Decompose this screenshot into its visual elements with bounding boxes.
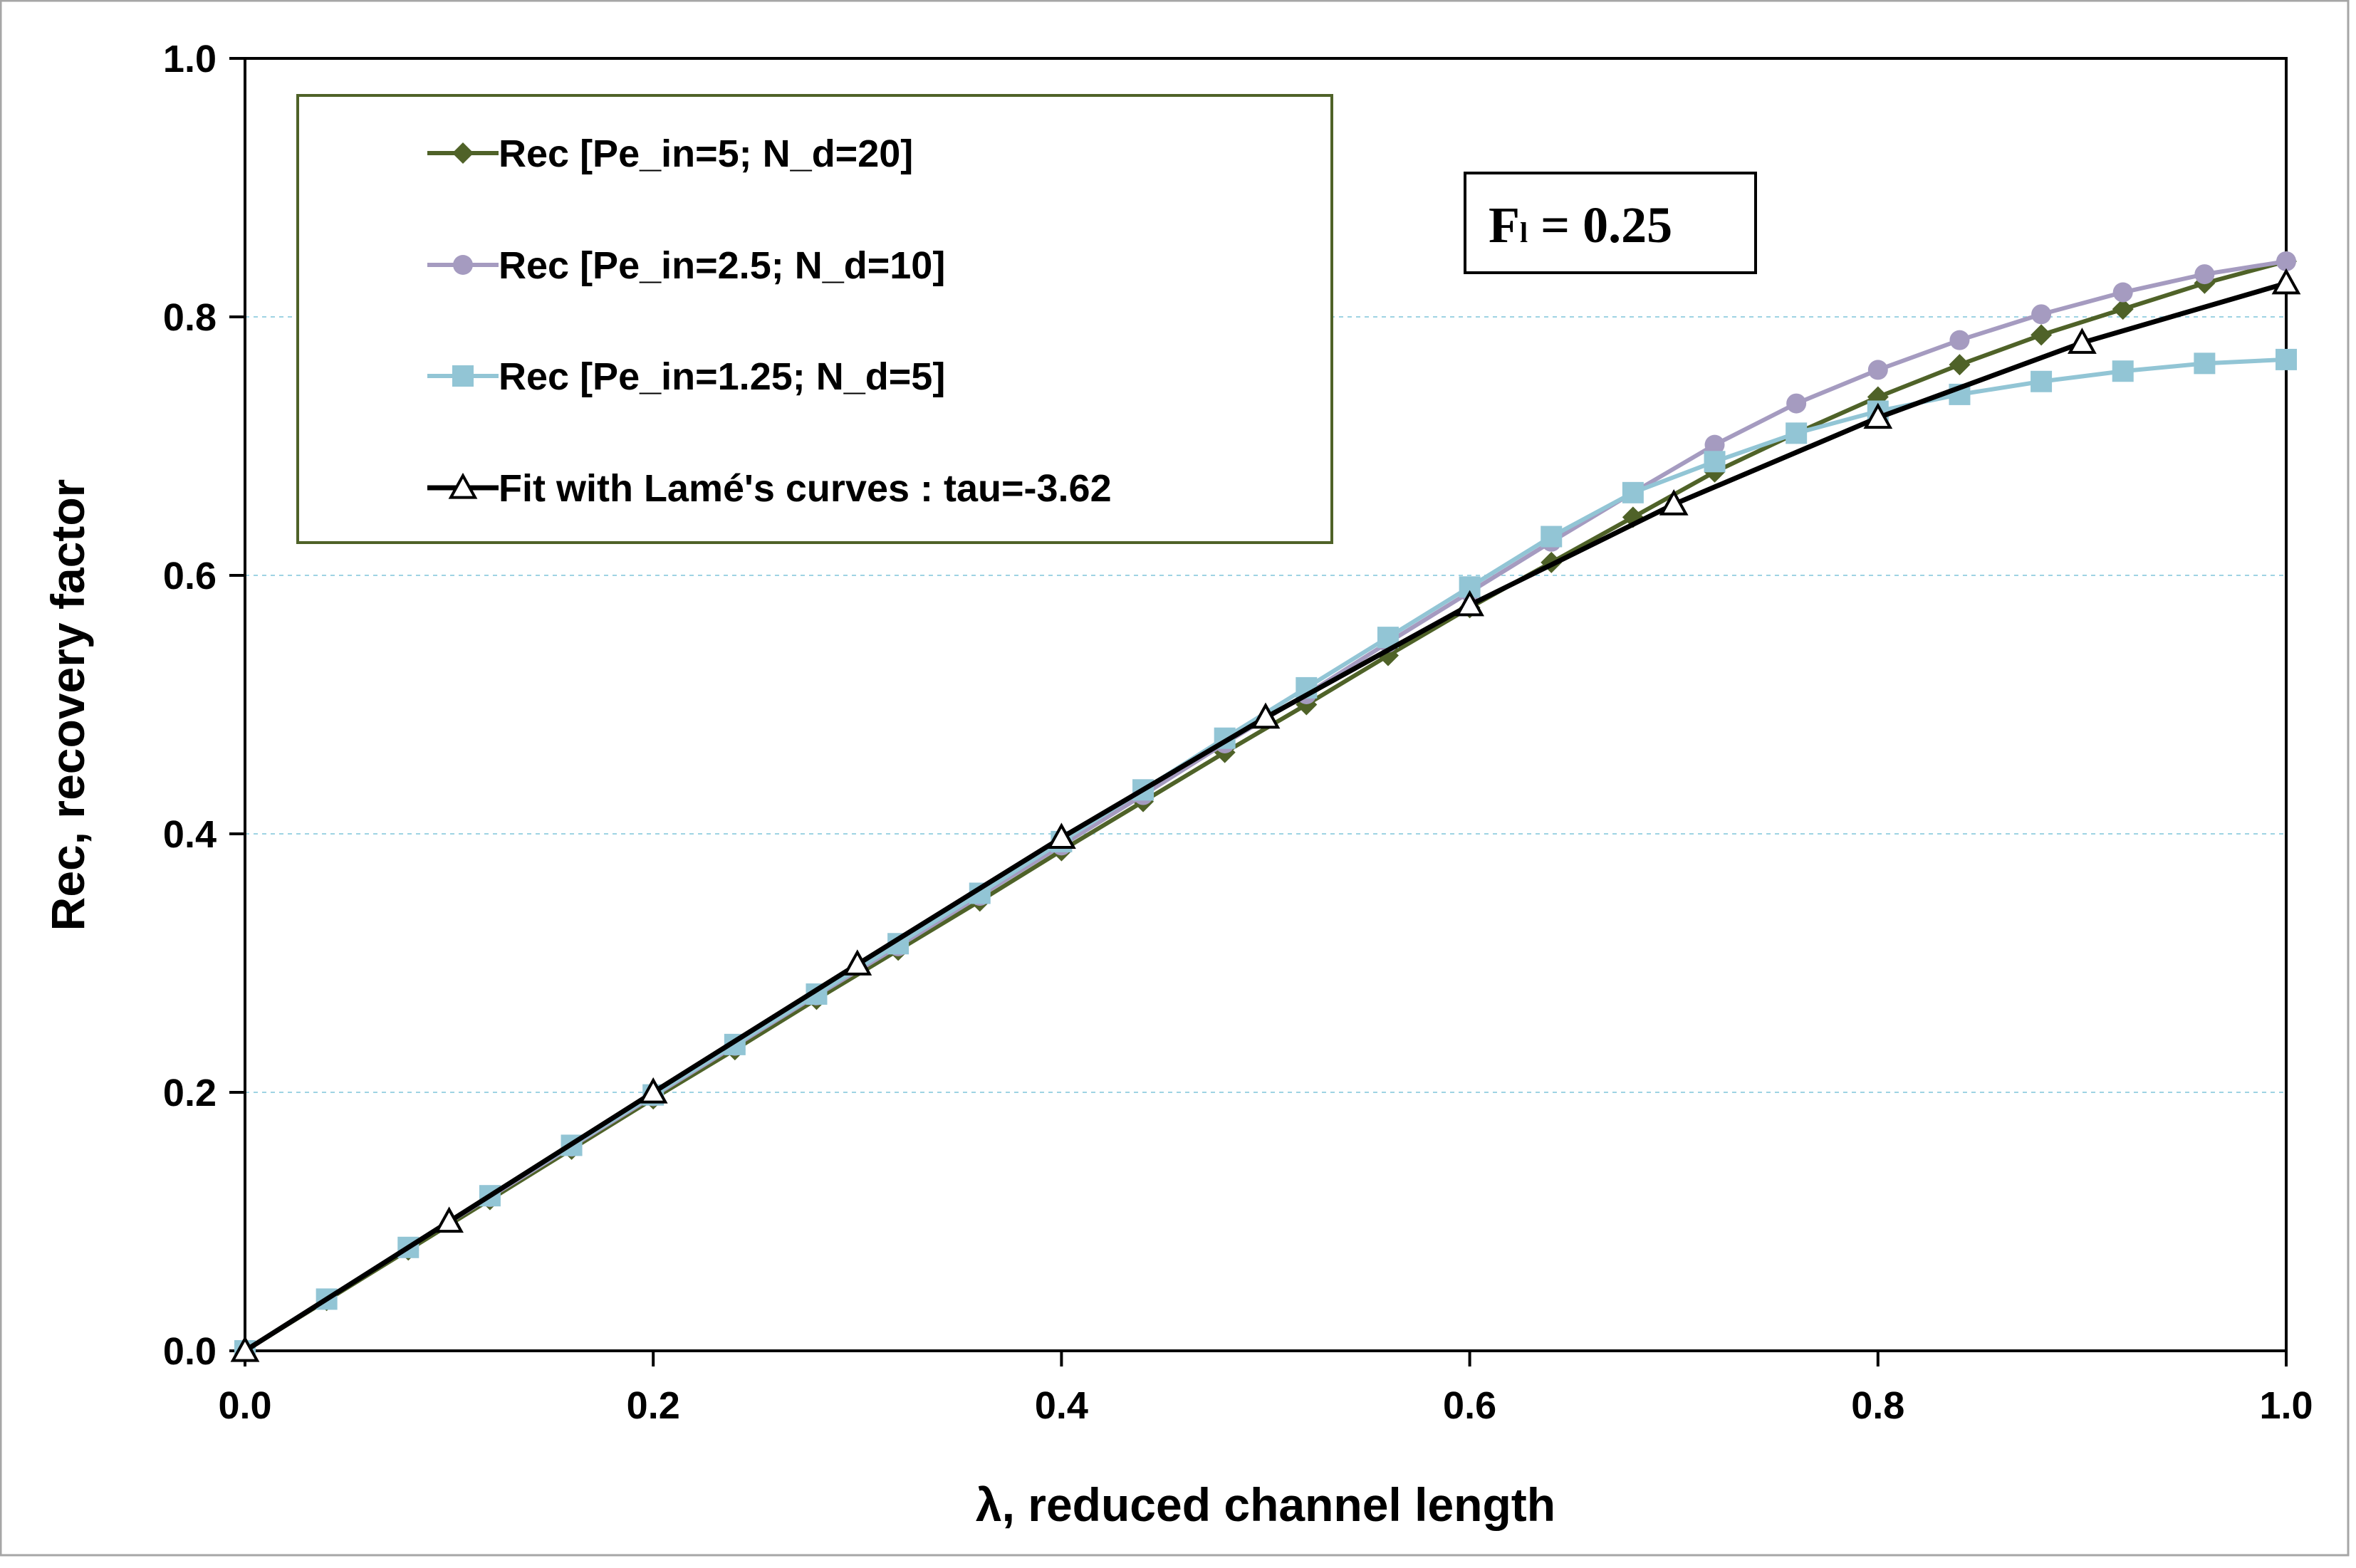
- data-point: [230, 1335, 260, 1362]
- data-point: [1786, 422, 1808, 444]
- legend-marker: [452, 365, 474, 387]
- data-point: [638, 1077, 668, 1104]
- data-point: [1949, 354, 1971, 376]
- annotation-label: Fl = 0.25: [1489, 197, 1672, 254]
- x-axis-title: λ, reduced channel length: [976, 1478, 1555, 1531]
- data-point: [1251, 702, 1281, 729]
- axis-ticks: 0.0 0.2 0.4 0.6 0.8 1.0 0.0 0.2 0.4 0.6 0.8 1.0: [163, 38, 2313, 1427]
- x-tick-label: 0.6: [1443, 1384, 1496, 1427]
- y-tick-label: 0.6: [163, 555, 217, 597]
- legend-label: Fit with Lamé's curves : tau=-3.62: [499, 467, 1112, 510]
- data-point: [1622, 481, 1644, 503]
- annotation-main: F: [1489, 197, 1520, 254]
- data-point: [2194, 352, 2216, 375]
- y-tick-label: 0.8: [163, 296, 217, 339]
- data-point: [1704, 451, 1726, 473]
- data-point: [1949, 330, 1970, 350]
- y-tick-label: 0.0: [163, 1330, 217, 1373]
- legend-item: Rec [Pe_in=5; N_d=20]: [427, 132, 913, 175]
- annotation-value: = 0.25: [1528, 197, 1672, 254]
- data-point: [2112, 298, 2134, 320]
- annotation-box: Fl = 0.25: [1464, 172, 1757, 274]
- legend-item: Fit with Lamé's curves : tau=-3.62: [427, 467, 1112, 510]
- data-point: [2031, 304, 2052, 325]
- legend-label: Rec [Pe_in=5; N_d=20]: [499, 132, 913, 175]
- data-point: [2031, 324, 2053, 346]
- legend: Rec [Pe_in=5; N_d=20] Rec [Pe_in=2.5; N_d…: [296, 94, 1333, 544]
- legend-items: Rec [Pe_in=5; N_d=20] Rec [Pe_in=2.5; N_d…: [427, 132, 1112, 510]
- annotation-frame: [1464, 172, 1757, 274]
- data-point: [1704, 434, 1725, 455]
- data-point: [843, 949, 872, 976]
- data-point: [2112, 360, 2134, 382]
- series-4: [230, 268, 2301, 1362]
- data-point: [2271, 268, 2301, 295]
- legend-label: Rec [Pe_in=1.25; N_d=5]: [499, 355, 945, 398]
- legend-box: [296, 94, 1333, 544]
- y-tick-label: 1.0: [163, 38, 217, 80]
- x-tick-label: 0.4: [1035, 1384, 1088, 1427]
- x-tick-label: 0.2: [627, 1384, 680, 1427]
- y-axis-title: Rec, recovery factor: [41, 479, 94, 931]
- data-point: [2031, 370, 2053, 392]
- legend-label: Rec [Pe_in=2.5; N_d=10]: [499, 244, 945, 287]
- plot-area: [244, 57, 2288, 1352]
- data-point: [1863, 402, 1893, 429]
- annotation-subscript: l: [1520, 216, 1528, 249]
- legend-marker: [453, 255, 473, 275]
- legend-marker: [448, 472, 478, 499]
- data-point: [1455, 590, 1484, 617]
- legend-item: Rec [Pe_in=1.25; N_d=5]: [427, 355, 945, 398]
- x-tick-label: 0.8: [1851, 1384, 1904, 1427]
- x-tick-label: 0.0: [218, 1384, 271, 1427]
- data-point: [2276, 348, 2297, 370]
- series-group: [230, 250, 2301, 1362]
- data-point: [2194, 264, 2215, 285]
- data-point: [434, 1206, 464, 1233]
- data-point: [2112, 282, 2133, 303]
- data-point: [2068, 328, 2097, 354]
- x-tick-label: 1.0: [2259, 1384, 2313, 1427]
- data-point: [1541, 526, 1563, 548]
- y-tick-label: 0.2: [163, 1072, 217, 1114]
- data-point: [1867, 360, 1888, 380]
- legend-item: Rec [Pe_in=2.5; N_d=10]: [427, 244, 945, 287]
- y-tick-label: 0.4: [163, 813, 217, 856]
- data-point: [1659, 489, 1689, 516]
- data-point: [1786, 393, 1807, 414]
- data-point: [2276, 251, 2296, 271]
- data-point: [1047, 822, 1076, 850]
- legend-marker: [452, 142, 474, 164]
